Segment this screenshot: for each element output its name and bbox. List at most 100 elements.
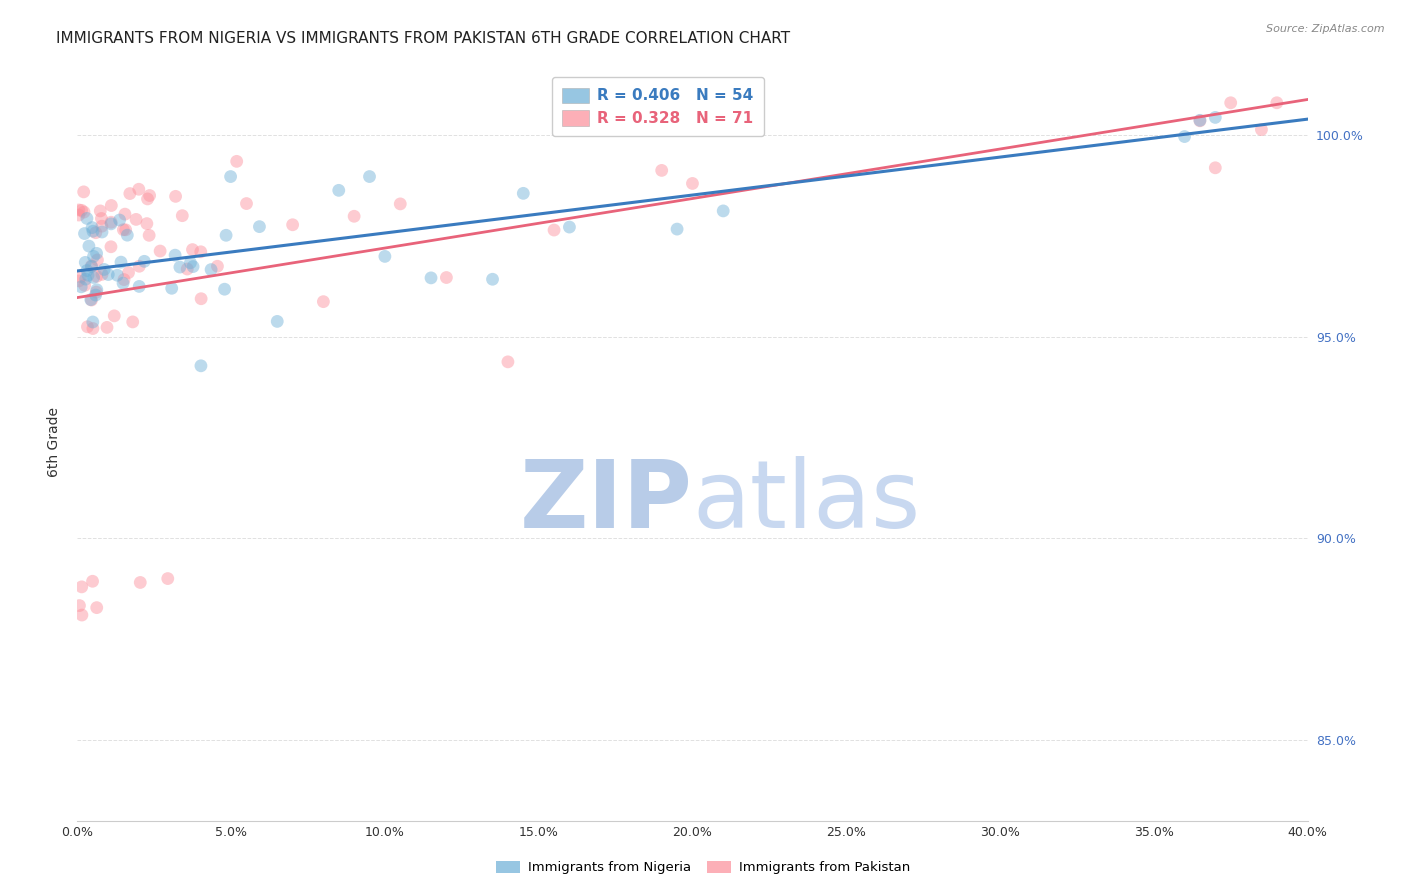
Point xyxy=(1204,111,1226,125)
Point xyxy=(76,263,98,277)
Point xyxy=(82,224,104,238)
Point xyxy=(214,282,236,296)
Point xyxy=(235,196,257,211)
Point xyxy=(67,208,90,222)
Point xyxy=(281,218,304,232)
Point xyxy=(1174,129,1197,144)
Point xyxy=(219,169,242,184)
Point xyxy=(90,211,112,226)
Point xyxy=(80,259,103,273)
Point xyxy=(156,572,179,586)
Point xyxy=(97,268,120,282)
Point xyxy=(112,276,135,290)
Point xyxy=(100,240,122,254)
Point xyxy=(75,255,97,269)
Point xyxy=(651,163,673,178)
Point xyxy=(117,228,139,243)
Point xyxy=(83,270,105,285)
Text: atlas: atlas xyxy=(693,456,921,549)
Point xyxy=(181,260,204,274)
Point xyxy=(69,599,91,613)
Point xyxy=(1265,95,1288,110)
Point xyxy=(86,246,108,260)
Point xyxy=(190,244,212,259)
Point xyxy=(200,262,222,277)
Point xyxy=(558,220,581,235)
Point xyxy=(100,217,122,231)
Point xyxy=(121,315,143,329)
Point xyxy=(128,279,150,293)
Point xyxy=(343,209,366,223)
Text: ZIP: ZIP xyxy=(520,456,693,549)
Point xyxy=(77,268,100,283)
Point xyxy=(165,248,187,262)
Point xyxy=(176,262,198,277)
Point xyxy=(77,239,100,253)
Point xyxy=(225,154,247,169)
Point xyxy=(172,209,194,223)
Point xyxy=(100,215,122,229)
Point xyxy=(91,268,114,282)
Point xyxy=(135,217,157,231)
Point xyxy=(128,182,150,196)
Point xyxy=(1188,113,1211,128)
Point xyxy=(86,252,108,267)
Point xyxy=(496,355,519,369)
Point xyxy=(165,189,187,203)
Point xyxy=(82,315,104,329)
Point xyxy=(436,270,458,285)
Point xyxy=(742,116,765,130)
Point xyxy=(129,575,152,590)
Point xyxy=(134,254,156,268)
Point xyxy=(67,202,90,217)
Point xyxy=(181,243,204,257)
Point xyxy=(138,228,160,243)
Point xyxy=(84,226,107,240)
Point xyxy=(70,280,93,294)
Point xyxy=(89,203,111,218)
Text: IMMIGRANTS FROM NIGERIA VS IMMIGRANTS FROM PAKISTAN 6TH GRADE CORRELATION CHART: IMMIGRANTS FROM NIGERIA VS IMMIGRANTS FR… xyxy=(56,31,790,46)
Y-axis label: 6th Grade: 6th Grade xyxy=(46,407,60,476)
Point xyxy=(73,185,96,199)
Point xyxy=(73,205,96,219)
Point xyxy=(80,293,103,307)
Point xyxy=(112,223,135,237)
Point xyxy=(103,309,125,323)
Point xyxy=(169,260,191,274)
Point xyxy=(128,259,150,273)
Point xyxy=(84,288,107,302)
Point xyxy=(110,255,132,269)
Point xyxy=(73,227,96,241)
Point xyxy=(108,213,131,227)
Point xyxy=(86,283,108,297)
Point xyxy=(359,169,381,184)
Point xyxy=(374,249,396,263)
Point xyxy=(266,314,288,328)
Point xyxy=(589,107,612,121)
Text: Source: ZipAtlas.com: Source: ZipAtlas.com xyxy=(1267,24,1385,34)
Point xyxy=(249,219,271,234)
Point xyxy=(93,262,115,277)
Point xyxy=(83,249,105,263)
Point xyxy=(86,269,108,284)
Point xyxy=(114,207,136,221)
Point xyxy=(389,197,412,211)
Point xyxy=(82,574,104,589)
Point xyxy=(117,266,139,280)
Point xyxy=(179,256,201,270)
Point xyxy=(70,203,93,218)
Point xyxy=(1188,113,1211,128)
Point xyxy=(67,274,90,288)
Point xyxy=(75,272,97,286)
Point xyxy=(682,177,704,191)
Legend: R = 0.406   N = 54, R = 0.328   N = 71: R = 0.406 N = 54, R = 0.328 N = 71 xyxy=(553,78,763,136)
Point xyxy=(149,244,172,258)
Point xyxy=(69,269,91,284)
Point xyxy=(114,223,136,237)
Point xyxy=(86,600,108,615)
Point xyxy=(190,292,212,306)
Point xyxy=(105,268,128,283)
Point xyxy=(76,319,98,334)
Point xyxy=(207,259,229,273)
Point xyxy=(70,580,93,594)
